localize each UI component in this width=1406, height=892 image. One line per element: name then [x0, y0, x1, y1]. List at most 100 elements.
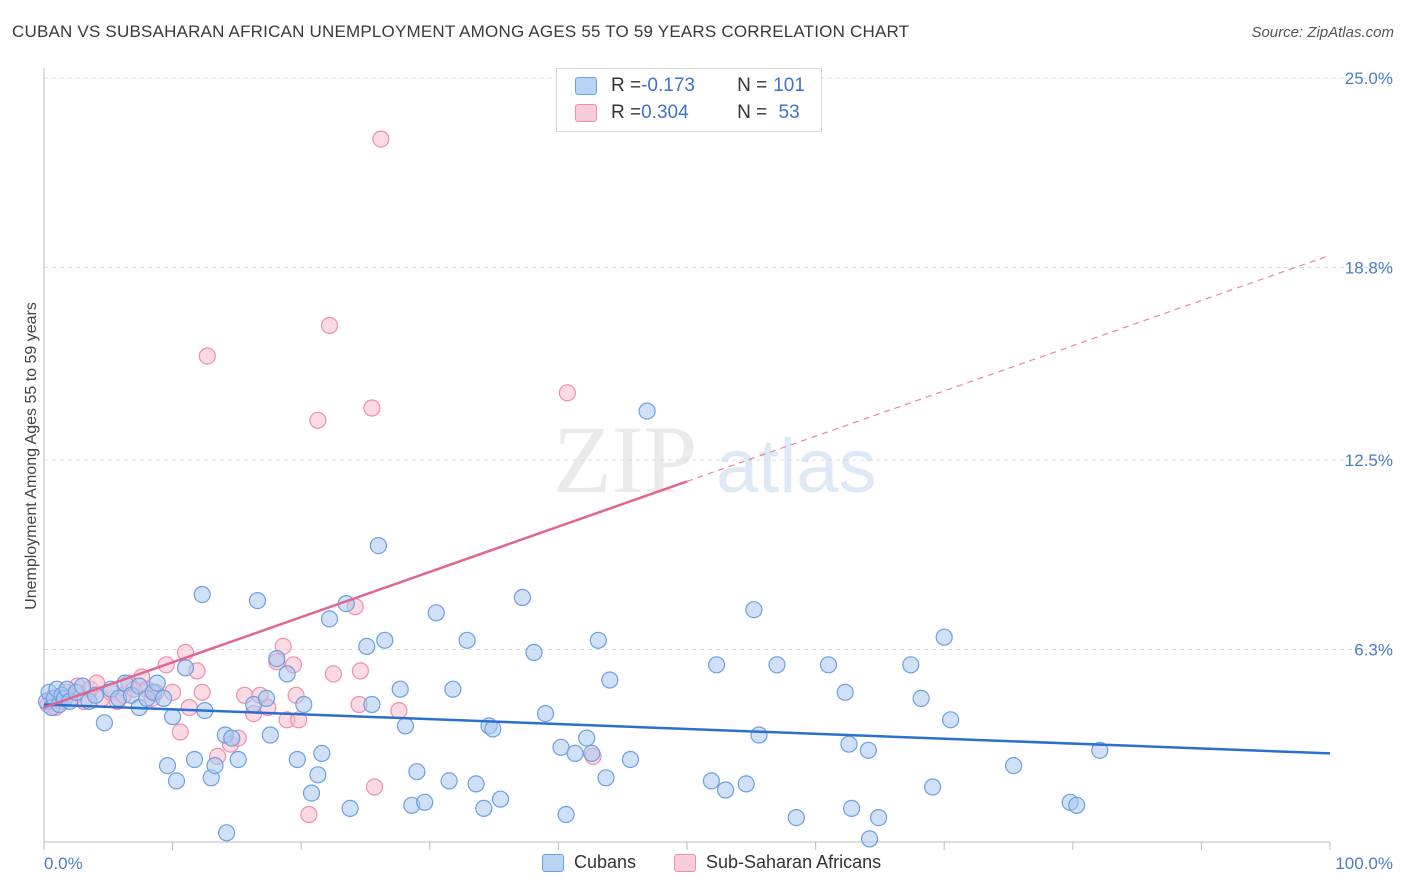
legend-swatch-subsaharan [674, 853, 696, 872]
series-legend: Cubans Sub-Saharan Africans [0, 852, 1406, 878]
cuban-point [702, 772, 721, 790]
subsaharan-point [193, 683, 211, 701]
cubans-trend-line [43, 703, 1331, 755]
cuban-point [320, 610, 339, 628]
legend-row-cubans: R = -0.173 N = 101 [575, 73, 805, 99]
subsaharan-point [558, 384, 577, 402]
cuban-point [589, 631, 607, 649]
legend-row-subsaharan: R = 0.304 N = 53 [575, 100, 800, 126]
cuban-point [408, 763, 426, 781]
cuban-point [513, 588, 532, 607]
cuban-point [396, 717, 414, 735]
cuban-point [750, 726, 768, 744]
correlation-legend: R = -0.173 N = 101 R = 0.304 N = 53 [556, 68, 822, 132]
cuban-point [218, 824, 236, 842]
cuban-point [176, 659, 195, 677]
watermark-zip: ZIP [553, 406, 697, 513]
subsaharan-point [363, 399, 381, 417]
cuban-point [95, 714, 114, 732]
cuban-point [440, 772, 458, 790]
cuban-point [257, 689, 276, 708]
cuban-point [155, 689, 173, 708]
legend-n-label: N = [737, 75, 768, 96]
cuban-point [288, 750, 306, 769]
cuban-point [819, 656, 838, 674]
cuban-point [444, 680, 462, 698]
cuban-point [869, 808, 888, 827]
legend-swatch-cubans [575, 77, 597, 95]
gridlines [44, 77, 1393, 650]
chart-title: CUBAN VS SUBSAHARAN AFRICAN UNEMPLOYMENT… [12, 22, 910, 41]
cuban-point [923, 778, 942, 796]
cuban-point [525, 643, 543, 662]
legend-swatch-cubans [542, 853, 564, 872]
cuban-point [313, 744, 331, 763]
cuban-point [167, 772, 186, 790]
cuban-point [566, 744, 584, 763]
cuban-point [458, 631, 476, 649]
series-cubans-points [37, 402, 1109, 848]
cuban-point [427, 604, 445, 622]
cuban-point [206, 756, 224, 775]
cuban-point [842, 799, 861, 818]
cuban-point [148, 674, 166, 692]
subsaharan-point [365, 778, 384, 796]
cuban-point [768, 656, 786, 674]
legend-r-value: -0.173 [641, 75, 695, 96]
cuban-point [467, 775, 485, 793]
cuban-point [302, 784, 321, 802]
cuban-point [583, 744, 601, 763]
cuban-point [358, 637, 376, 656]
cuban-point [745, 601, 763, 619]
subsaharan-point [320, 316, 339, 335]
legend-label-cubans: Cubans [574, 852, 637, 872]
legend-item-subsaharan[interactable]: Sub-Saharan Africans [674, 852, 881, 873]
subsaharan-trend-extension [686, 254, 1331, 482]
y-tick-label: 6.3% [1354, 640, 1393, 659]
cuban-point [248, 591, 267, 610]
cuban-point [484, 720, 502, 738]
cuban-point [1004, 756, 1023, 775]
cuban-point [309, 766, 327, 784]
cuban-point [578, 729, 596, 747]
subsaharan-point [300, 805, 318, 824]
subsaharan-point [324, 665, 342, 683]
cuban-point [278, 665, 296, 683]
legend-r-label: R = [611, 102, 642, 123]
cuban-point [268, 649, 286, 668]
legend-n-label: N = [737, 102, 768, 123]
cuban-point [737, 775, 755, 793]
cuban-point [902, 656, 920, 674]
cuban-point [223, 729, 241, 747]
legend-label-subsaharan: Sub-Saharan Africans [706, 852, 882, 872]
cuban-point [475, 799, 493, 818]
cuban-point [491, 790, 510, 808]
legend-item-cubans[interactable]: Cubans [542, 852, 636, 873]
cuban-point [164, 708, 182, 726]
cuban-point [1068, 796, 1086, 814]
cuban-point [935, 628, 953, 646]
y-tick-label: 12.5% [1345, 451, 1393, 470]
cuban-point [941, 711, 960, 729]
subsaharan-point [390, 701, 408, 720]
subsaharan-point [198, 347, 216, 365]
cuban-point [787, 808, 805, 827]
cuban-point [716, 781, 735, 799]
legend-n-value: 53 [773, 102, 800, 123]
legend-n-value: 101 [773, 75, 805, 96]
legend-r-label: R = [611, 75, 642, 96]
cuban-point [638, 402, 656, 420]
cuban-point [601, 671, 619, 689]
x-tick-marks [43, 842, 1331, 850]
trend-lines [43, 254, 1331, 755]
cuban-point [416, 793, 434, 811]
cuban-point [859, 741, 877, 759]
y-tick-label: 25.0% [1345, 69, 1393, 88]
y-tick-label: 18.8% [1345, 258, 1393, 277]
series-subsaharan-points [39, 130, 602, 824]
cuban-point [621, 750, 640, 769]
subsaharan-point [290, 711, 308, 729]
x-tick-label-max: 100.0% [1335, 854, 1393, 873]
legend-r-value: 0.304 [641, 102, 689, 123]
